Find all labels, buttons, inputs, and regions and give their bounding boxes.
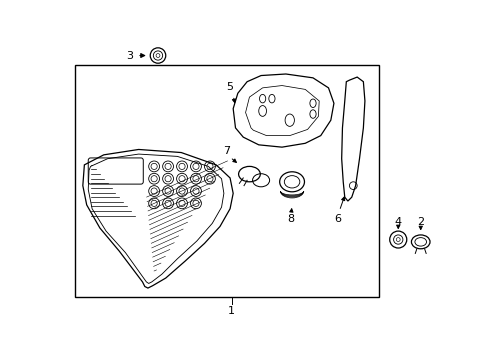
Text: 5: 5	[226, 82, 233, 92]
Text: 6: 6	[334, 214, 341, 224]
Text: 3: 3	[125, 50, 133, 60]
Text: 8: 8	[287, 214, 294, 224]
Text: 4: 4	[394, 217, 401, 227]
Text: 2: 2	[416, 217, 424, 227]
Text: 7: 7	[223, 146, 230, 156]
Text: 1: 1	[228, 306, 235, 316]
Bar	[75, 65, 378, 297]
